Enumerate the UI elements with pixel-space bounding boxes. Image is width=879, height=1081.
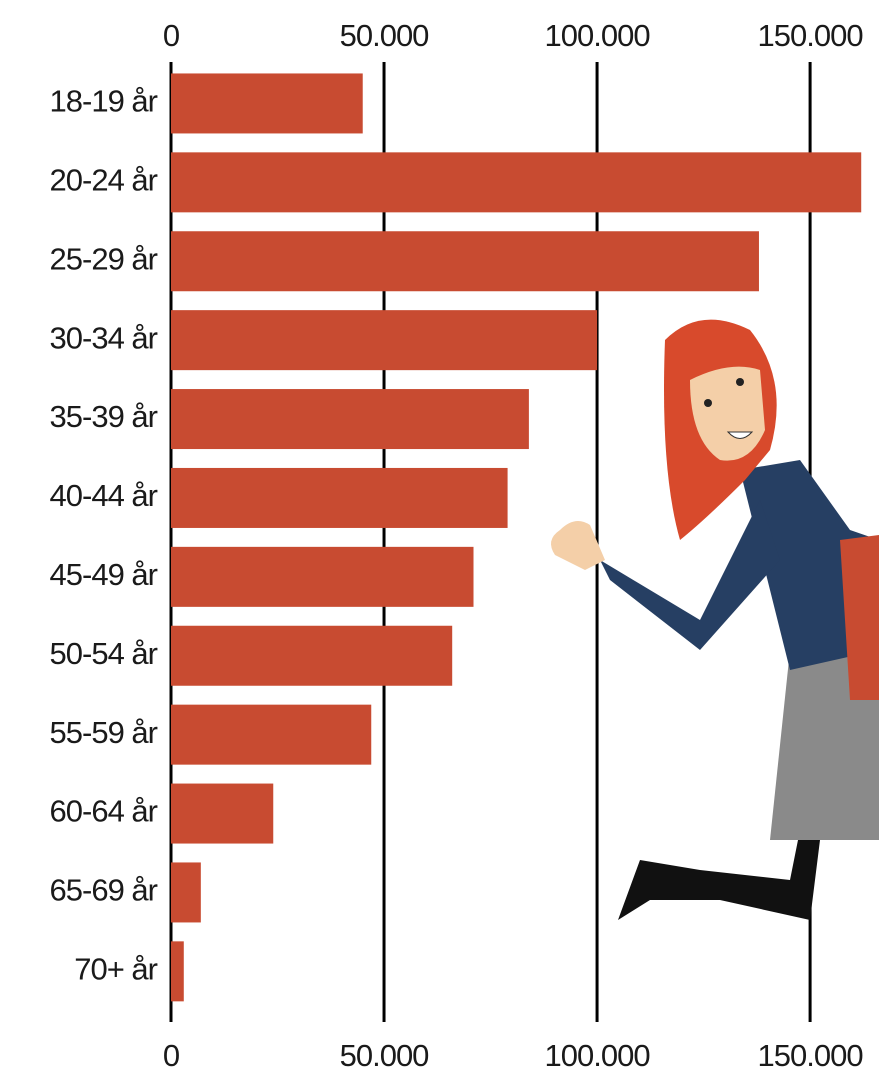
- y-tick-label: 40-44 år: [50, 478, 158, 513]
- y-tick-label: 30-34 år: [50, 320, 158, 355]
- bar: [171, 152, 861, 212]
- x-tick-label: 50.000: [340, 18, 430, 53]
- x-tick-label: 0: [163, 18, 180, 53]
- chart: 0 0 50.000 50.000 100.000 100.000 150.000 150.0…: [0, 0, 879, 1081]
- y-tick-label: 45-49 år: [50, 557, 158, 592]
- bar: [171, 73, 363, 133]
- x-tick-label: 50.000: [340, 1038, 430, 1073]
- x-tick-label: 150.000: [758, 1038, 864, 1073]
- y-tick-label: 25-29 år: [50, 241, 158, 276]
- bar: [171, 784, 273, 844]
- x-tick-label: 100.000: [545, 1038, 651, 1073]
- bar: [171, 468, 508, 528]
- x-tick-label: 100.000: [545, 18, 651, 53]
- illustration: [551, 320, 879, 920]
- y-tick-label: 35-39 år: [50, 399, 158, 434]
- y-tick-label: 20-24 år: [50, 163, 158, 198]
- y-tick-label: 70+ år: [74, 952, 157, 987]
- y-tick-label: 55-59 år: [50, 715, 158, 750]
- x-tick-label: 0: [163, 1038, 180, 1073]
- bar: [171, 547, 474, 607]
- x-tick-label: 150.000: [758, 18, 864, 53]
- y-tick-label: 18-19 år: [50, 84, 158, 119]
- bar: [171, 231, 759, 291]
- bar: [171, 389, 529, 449]
- bar: [171, 941, 184, 1001]
- y-tick-label: 50-54 år: [50, 636, 158, 671]
- y-tick-label: 60-64 år: [50, 794, 158, 829]
- bar: [171, 310, 597, 370]
- bar: [171, 626, 452, 686]
- y-tick-label: 65-69 år: [50, 873, 158, 908]
- bar: [171, 862, 201, 922]
- bar: [171, 705, 371, 765]
